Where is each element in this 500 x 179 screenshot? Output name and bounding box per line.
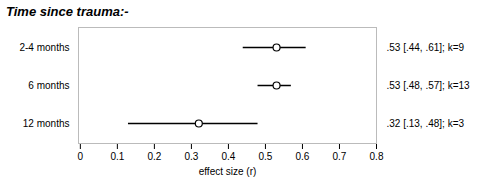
svg-text:6 months: 6 months bbox=[28, 80, 69, 91]
svg-text:0.5: 0.5 bbox=[258, 151, 272, 162]
svg-text:0: 0 bbox=[78, 151, 84, 162]
svg-text:0.2: 0.2 bbox=[147, 151, 161, 162]
svg-text:0.8: 0.8 bbox=[370, 151, 384, 162]
html-text:Time since trauma:-: Time since trauma:- bbox=[6, 4, 129, 19]
svg-text:.53 [.48, .57]; k=13: .53 [.48, .57]; k=13 bbox=[387, 80, 471, 91]
svg-text:0.4: 0.4 bbox=[221, 151, 235, 162]
svg-text:.53 [.44, .61]; k=9: .53 [.44, .61]; k=9 bbox=[387, 42, 465, 53]
svg-text:2-4 months: 2-4 months bbox=[19, 42, 69, 53]
svg-text:12 months: 12 months bbox=[23, 118, 70, 129]
svg-text:0.6: 0.6 bbox=[296, 151, 310, 162]
svg-text:0.3: 0.3 bbox=[184, 151, 198, 162]
svg-text:effect size (r): effect size (r) bbox=[199, 166, 257, 177]
svg-text:0.1: 0.1 bbox=[110, 151, 124, 162]
svg-text:0.7: 0.7 bbox=[333, 151, 347, 162]
svg-text:.32 [.13, .48]; k=3: .32 [.13, .48]; k=3 bbox=[387, 118, 465, 129]
